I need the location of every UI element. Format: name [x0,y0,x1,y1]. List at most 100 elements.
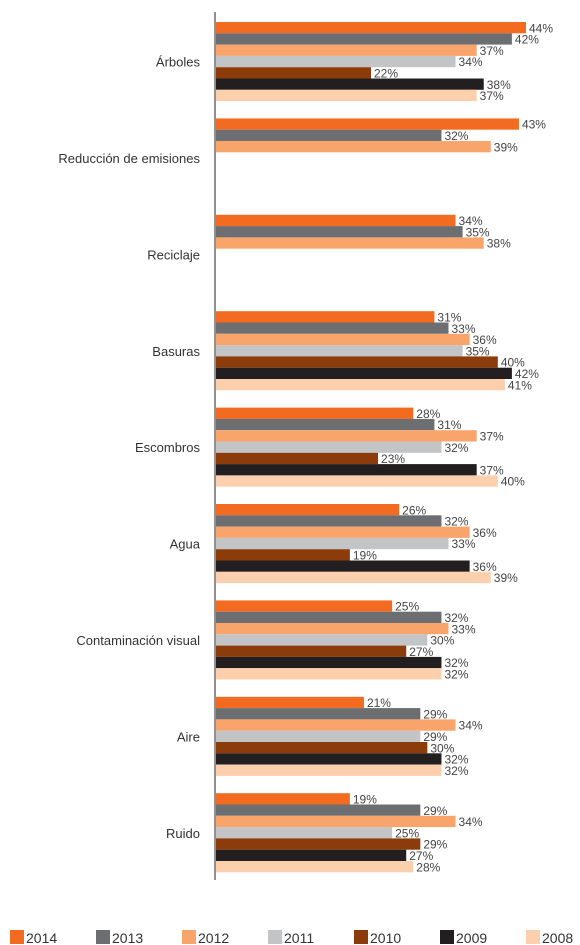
data-label-contaminacion-visual-2013: 32% [444,611,468,625]
bar-ruido-2013 [216,804,421,816]
bar-aire-2014 [216,696,364,709]
data-labels-group: 44%42%37%34%22%38%37%43%32%39%34%35%38%3… [353,21,553,874]
data-label-ruido-2013: 29% [423,804,447,818]
data-label-reciclaje-2014: 34% [459,214,483,228]
legend: 2014 2013 2012 2011 2010 2009 2008 [10,930,573,945]
category-label-escombros: Escombros [135,440,201,455]
data-label-escombros-2008: 40% [501,475,525,489]
bar-agua-2010 [216,549,350,561]
category-label-ruido: Ruido [166,826,200,841]
data-label-basuras-2011: 35% [466,344,490,358]
category-label-basuras: Basuras [152,344,200,359]
bar-basuras-2008 [216,379,505,391]
category-label-agua: Agua [170,537,201,552]
legend-label-2009: 2009 [456,930,487,945]
bar-basuras-2011 [216,345,463,357]
bar-ruido-2009 [216,849,407,861]
data-label-arboles-2009: 38% [487,78,511,92]
legend-swatch-2010 [354,930,368,944]
data-label-basuras-2014: 31% [437,311,461,325]
data-label-reciclaje-2012: 38% [487,237,511,251]
bar-escombros-2013 [216,418,435,431]
bar-arboles-2010 [216,67,371,79]
bar-agua-2014 [216,504,400,516]
data-label-contaminacion-visual-2008: 32% [444,668,468,682]
bar-basuras-2009 [216,367,512,379]
bar-arboles-2009 [216,78,484,90]
data-label-aire-2014: 21% [367,696,391,710]
bar-reduccion-de-emisiones-2012 [216,141,491,153]
category-label-arboles: Árboles [156,55,201,70]
data-label-ruido-2008: 28% [416,860,440,874]
bar-contaminacion-visual-2014 [216,600,393,612]
bars-group [216,22,526,873]
data-label-ruido-2010: 29% [423,838,447,852]
category-label-reciclaje: Reciclaje [147,247,200,262]
data-label-reduccion-de-emisiones-2014: 43% [522,118,546,132]
legend-label-2008: 2008 [542,930,573,945]
legend-swatch-2011 [268,930,282,944]
data-label-ruido-2011: 25% [395,826,419,840]
bar-contaminacion-visual-2012 [216,623,449,635]
bar-ruido-2008 [216,861,414,873]
data-label-basuras-2009: 42% [515,367,539,381]
bar-ruido-2012 [216,815,456,828]
bar-reciclaje-2012 [216,237,484,249]
data-label-agua-2014: 26% [402,503,426,517]
data-label-escombros-2012: 37% [480,430,504,444]
legend-swatch-2013 [96,930,110,944]
bar-reciclaje-2013 [216,226,463,238]
bar-ruido-2014 [216,793,350,805]
bar-aire-2008 [216,764,442,776]
bar-reciclaje-2014 [216,214,456,227]
data-label-escombros-2014: 28% [416,407,440,421]
bar-reduccion-de-emisiones-2014 [216,118,519,130]
data-label-agua-2012: 36% [473,526,497,540]
data-label-contaminacion-visual-2010: 27% [409,645,433,659]
data-label-ruido-2014: 19% [353,793,377,807]
bar-basuras-2013 [216,322,449,334]
data-label-arboles-2014: 44% [529,21,553,35]
data-label-aire-2013: 29% [423,707,447,721]
data-label-arboles-2008: 37% [480,89,504,103]
bar-contaminacion-visual-2011 [216,634,428,646]
data-label-arboles-2013: 42% [515,33,539,47]
bar-aire-2011 [216,730,421,742]
bar-aire-2012 [216,719,456,731]
data-label-contaminacion-visual-2014: 25% [395,600,419,614]
legend-label-2014: 2014 [26,930,57,945]
data-label-escombros-2009: 37% [480,463,504,477]
bar-contaminacion-visual-2013 [216,611,442,623]
bar-arboles-2014 [216,22,526,34]
bar-escombros-2010 [216,452,379,465]
data-label-agua-2009: 36% [473,560,497,574]
bar-ruido-2011 [216,827,393,839]
bar-escombros-2012 [216,430,477,442]
bar-agua-2013 [216,515,442,527]
bar-agua-2008 [216,571,491,584]
bar-basuras-2010 [216,356,498,368]
bar-contaminacion-visual-2010 [216,645,407,657]
bar-escombros-2014 [216,407,414,419]
data-label-aire-2009: 32% [444,753,468,767]
data-label-aire-2008: 32% [444,764,468,778]
data-label-arboles-2011: 34% [459,55,483,69]
bar-escombros-2011 [216,441,442,453]
category-label-reduccion-de-emisiones: Reducción de emisiones [58,151,200,166]
bar-ruido-2010 [216,838,421,850]
data-label-basuras-2012: 36% [473,333,497,347]
legend-swatch-2008 [526,930,540,944]
data-label-contaminacion-visual-2011: 30% [430,634,454,648]
data-label-contaminacion-visual-2009: 32% [444,656,468,670]
category-label-contaminacion-visual: Contaminación visual [76,633,200,648]
bar-basuras-2014 [216,311,435,323]
data-label-escombros-2011: 32% [444,441,468,455]
bar-agua-2012 [216,526,470,538]
data-label-basuras-2010: 40% [501,356,525,370]
data-label-escombros-2010: 23% [381,452,405,466]
data-label-basuras-2013: 33% [452,322,476,336]
data-label-agua-2008: 39% [494,571,518,585]
bar-contaminacion-visual-2008 [216,668,442,680]
data-label-reduccion-de-emisiones-2013: 32% [444,129,468,143]
